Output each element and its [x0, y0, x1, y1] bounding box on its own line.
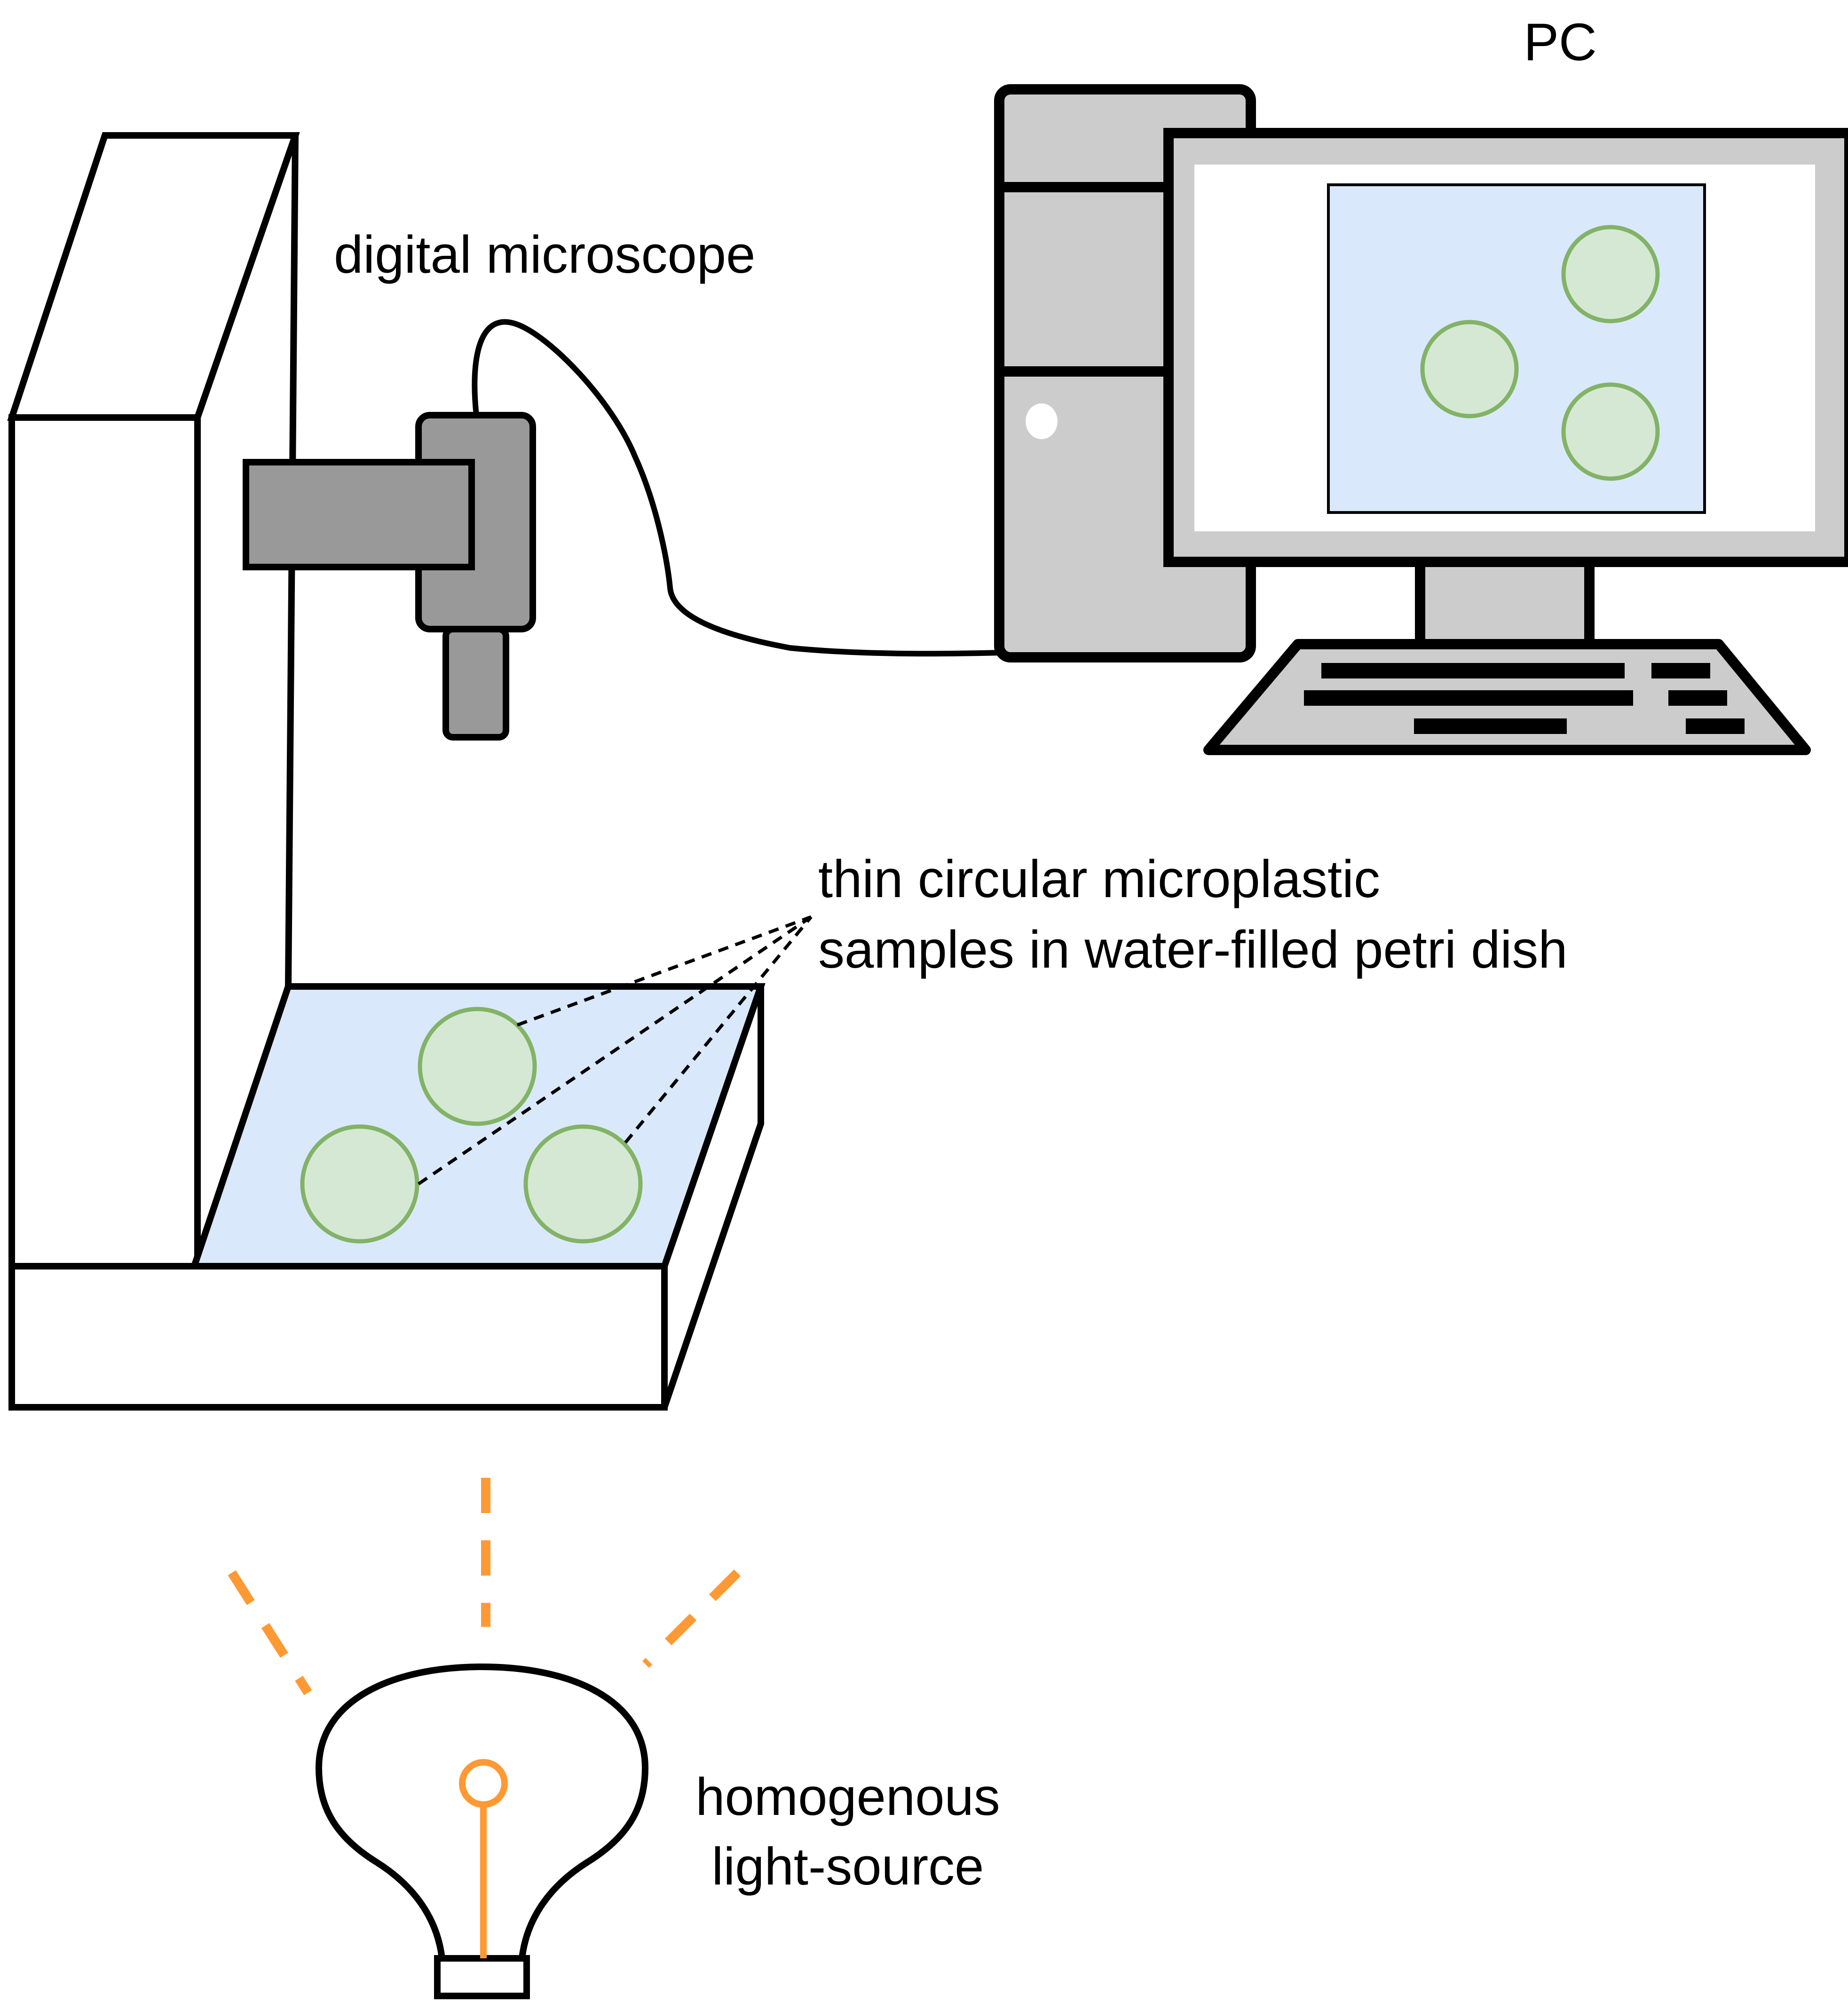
sample-circle: [418, 1007, 537, 1126]
samples-label-line2: samples in water-filled petri dish: [818, 920, 1568, 979]
callout-line: [624, 915, 813, 1144]
key-bar: [1651, 663, 1710, 678]
monitor-neck: [1415, 557, 1595, 649]
key-bar: [1304, 690, 1633, 706]
samples-label-line1: thin circular microplastic: [818, 850, 1380, 908]
microscope-label: digital microscope: [334, 225, 755, 284]
usb-cable: [472, 319, 1004, 657]
microscope-stand: [7, 132, 766, 1411]
stand-base-front: [8, 1263, 668, 1411]
digital-microscope-icon: [243, 412, 536, 741]
stand-column-front: [8, 414, 201, 1270]
screen-sample-circle: [1420, 320, 1519, 418]
callout-line: [418, 915, 812, 1185]
pc-label: PC: [1524, 13, 1597, 71]
screen-sample-circle: [1561, 382, 1660, 481]
key-bar: [1668, 690, 1727, 706]
microscope-lens: [442, 626, 509, 741]
light-ray: [642, 1569, 741, 1668]
petri-samples: [300, 1007, 643, 1244]
screen-water: [1327, 183, 1706, 514]
screen-image: [1327, 183, 1706, 514]
keyboard-keys: [1304, 663, 1745, 734]
sample-callout-lines: [418, 915, 813, 1185]
screen-sample-circle: [1561, 225, 1660, 323]
microscope-arm: [243, 459, 475, 570]
light-bulb-icon: [316, 1664, 648, 1999]
light-label-line2: light-source: [712, 1837, 984, 1896]
bulb-filament-loop: [459, 1759, 508, 1808]
light-rays: [228, 1478, 741, 1695]
light-label-line1: homogenous: [695, 1767, 1000, 1826]
bulb-base: [434, 1955, 530, 1999]
sample-circle: [300, 1124, 419, 1244]
power-button-icon: [1026, 403, 1058, 439]
key-bar: [1686, 718, 1745, 734]
sample-circle: [523, 1124, 643, 1244]
key-bar: [1321, 663, 1625, 678]
key-bar: [1414, 718, 1567, 734]
light-ray: [228, 1570, 312, 1695]
